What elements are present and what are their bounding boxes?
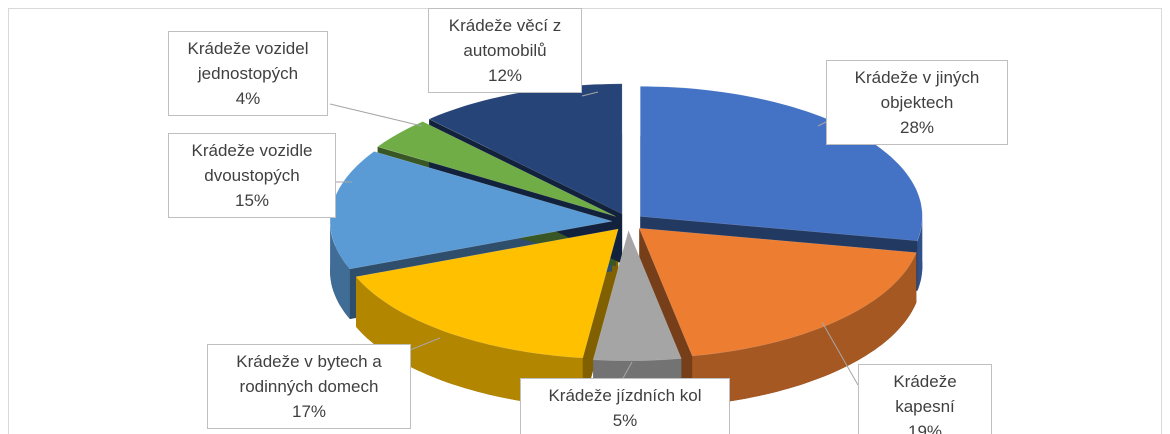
pie-slice — [377, 121, 616, 217]
leader-line — [817, 121, 827, 127]
data-label-value: 28% — [899, 118, 935, 137]
data-label-category: Krádeže vozidel jednostopých — [187, 39, 309, 83]
leader-line — [329, 103, 423, 127]
data-label-value: 4% — [235, 89, 261, 108]
pie-slice — [355, 228, 619, 359]
data-label-value: 12% — [487, 66, 523, 85]
data-label: Krádeže vozidle dvoustopých 15% — [168, 133, 336, 218]
data-label-category: Krádeže kapesní — [893, 372, 957, 416]
leader-line — [581, 91, 599, 97]
leader-line — [621, 361, 633, 381]
data-label-category: Krádeže v bytech a rodinných domech — [236, 352, 382, 396]
chart-border — [8, 8, 1162, 434]
leader-line — [409, 337, 441, 351]
data-label: Krádeže vozidel jednostopých 4% — [168, 31, 328, 116]
pie-slice — [638, 227, 917, 357]
pie-slice-wall — [692, 252, 917, 406]
pie-slice-wall — [356, 276, 583, 408]
pie-slice-wall — [917, 216, 923, 291]
data-label-category: Krádeže jízdních kol — [548, 386, 702, 405]
data-label-value: 19% — [907, 422, 943, 434]
data-label: Krádeže kapesní 19% — [858, 364, 992, 434]
data-label: Krádeže v bytech a rodinných domech 17% — [207, 344, 411, 429]
data-label-category: Krádeže v jiných objektech — [854, 68, 980, 112]
data-label: Krádeže věcí z automobilů 12% — [428, 8, 582, 93]
data-label: Krádeže jízdních kol 5% — [520, 378, 730, 434]
data-label-value: 17% — [291, 402, 327, 421]
data-label-value: 15% — [234, 191, 270, 210]
data-label-category: Krádeže vozidle dvoustopých — [191, 141, 313, 185]
pie-slice — [592, 230, 682, 362]
pie-slice-wall — [330, 221, 350, 319]
data-label: Krádeže v jiných objektech 28% — [826, 60, 1008, 145]
leader-line — [821, 321, 859, 386]
data-label-value: 5% — [612, 411, 638, 430]
data-label-category: Krádeže věcí z automobilů — [448, 16, 562, 60]
